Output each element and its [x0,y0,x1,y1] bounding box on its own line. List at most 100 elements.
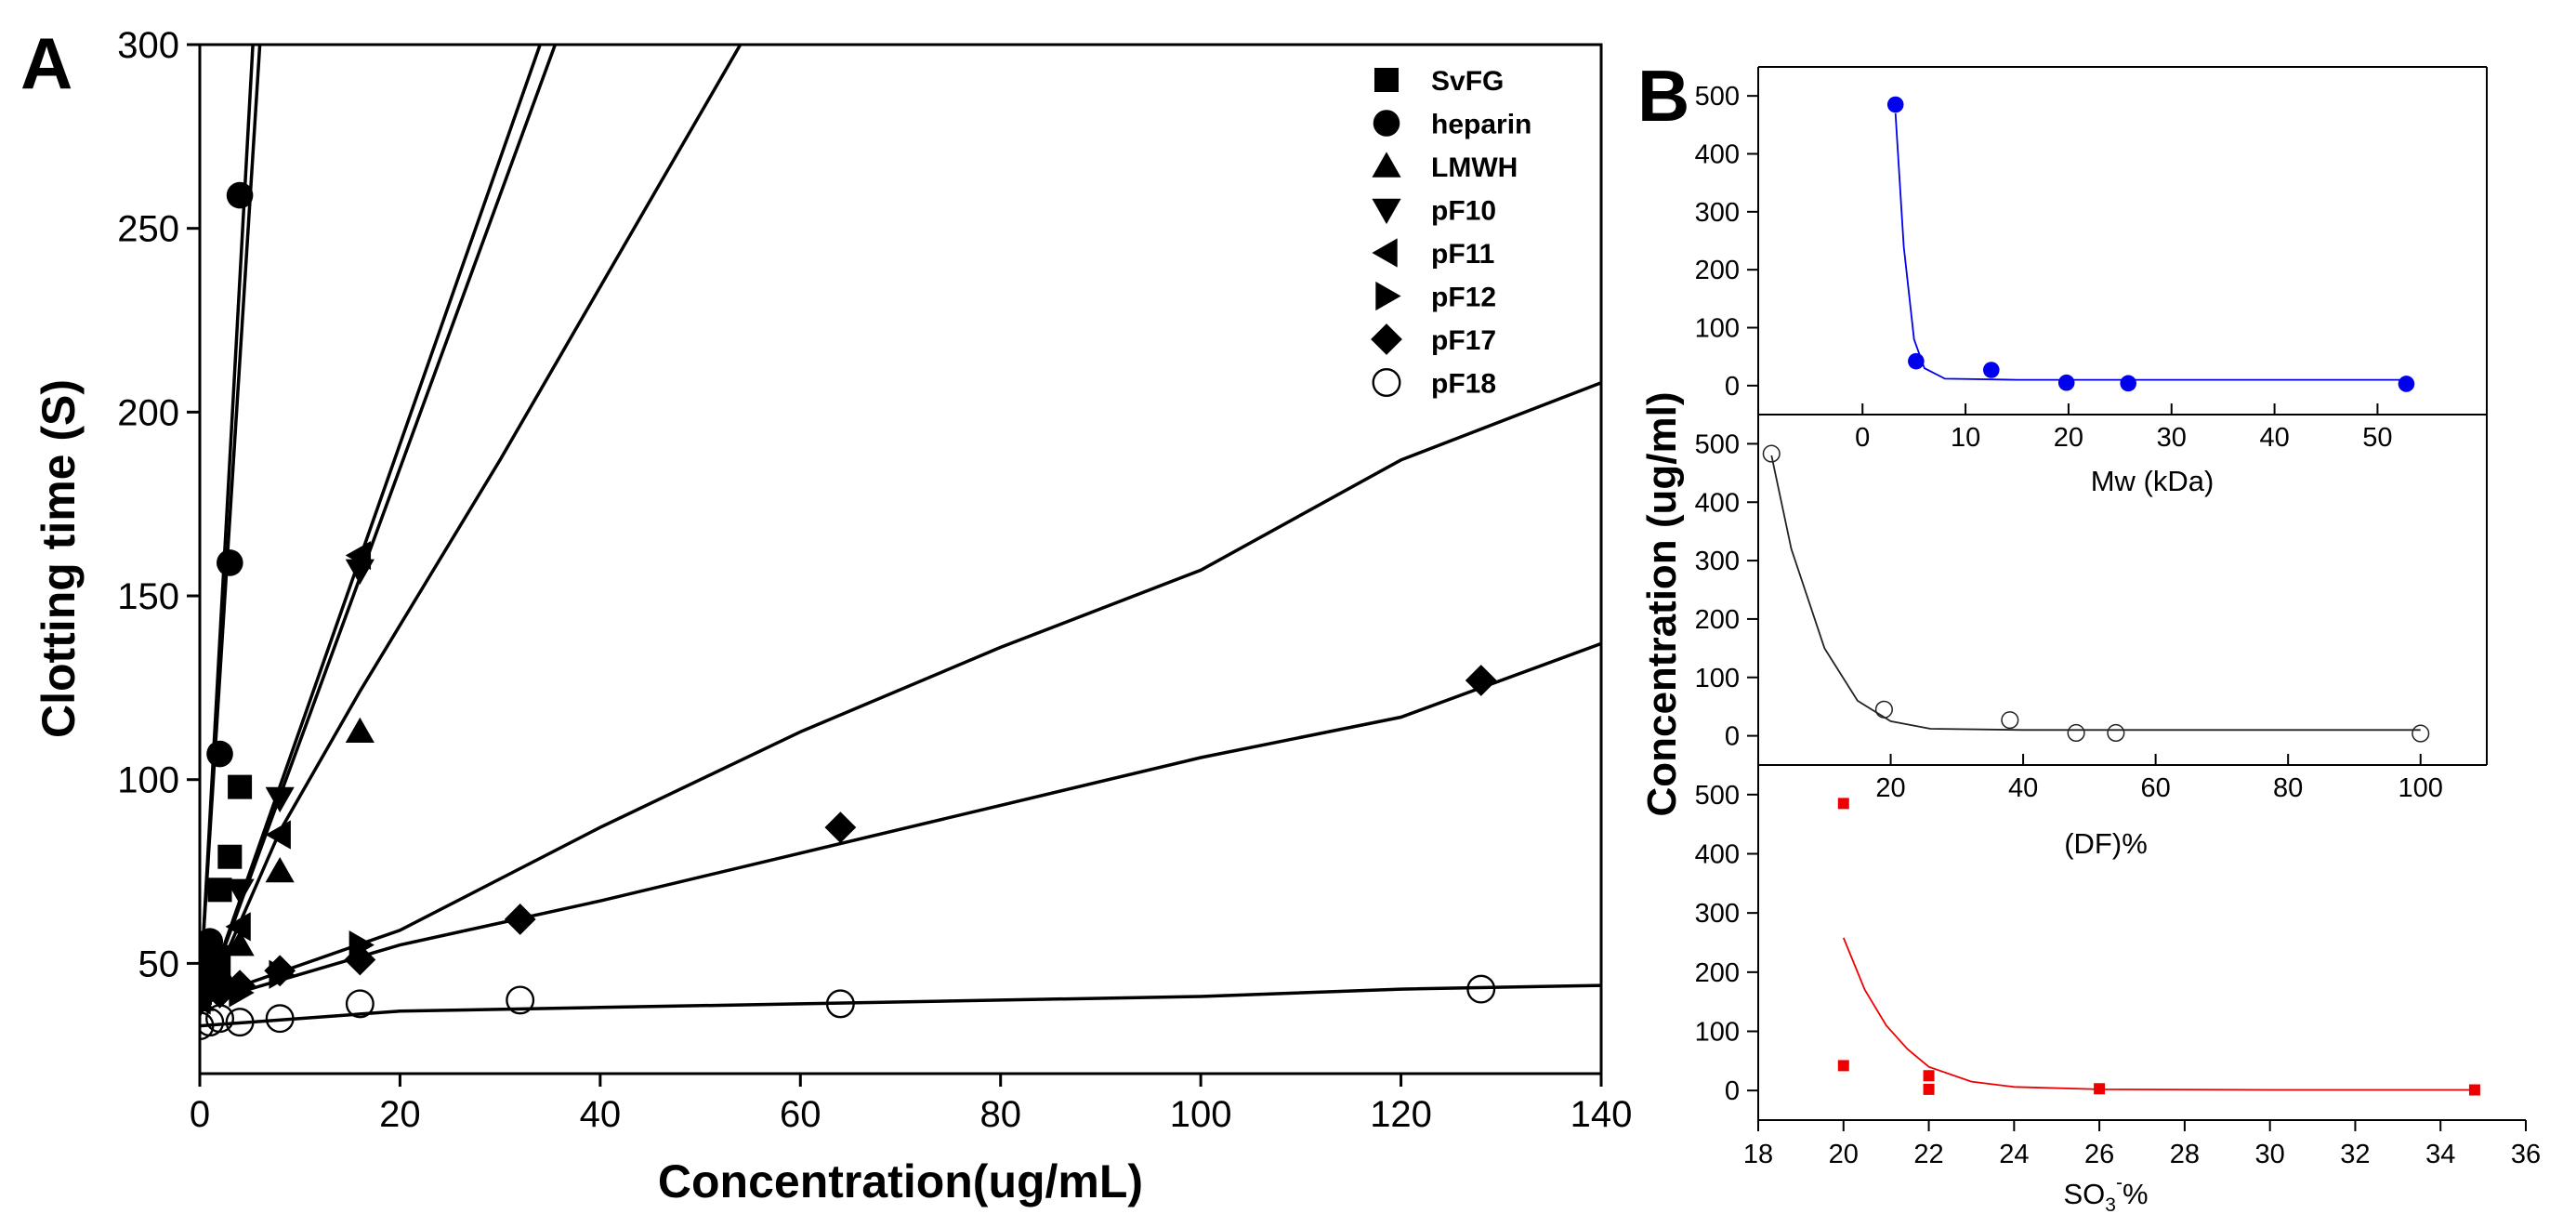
point-lmwh-2 [225,930,255,957]
y-tick-label: 300 [1695,198,1740,228]
legend-label-svfg: SvFG [1431,66,1504,97]
so3-label-tail: % [2123,1178,2149,1210]
fit-line-b1 [1894,112,2409,381]
legend-label-pf12: pF12 [1431,283,1496,313]
legend-label-pf10: pF10 [1431,196,1496,227]
x-tick-label: 34 [2425,1140,2455,1169]
point-b1-0 [1886,96,1904,113]
x-tick-label: 20 [1875,773,1905,803]
legend-marker-heparin [1373,110,1400,137]
point-pf18-0 [200,1011,215,1041]
point-pf18-8 [1466,974,1496,1004]
fit-line-pf11 [200,45,542,1016]
subplot-df-y-ticks: 0 100 200 300 400 500 [1695,429,1758,752]
point-heparin-4 [226,181,254,209]
legend-marker-svfg [1374,68,1399,92]
point-pf10-3 [265,786,295,813]
subplot-mw-points [1886,96,2415,392]
point-pf17-3 [264,955,296,987]
y-tick-label: 400 [1695,488,1740,518]
point-pf17-4 [344,943,376,976]
x-tick-label: 36 [2511,1140,2541,1169]
panel-a-chart: A 0 20 40 60 80 100 120 140 50 100 150 200 250 300 S… [20,22,1632,1207]
point-svfg-4 [217,844,243,869]
x-tick-label: 40 [2259,423,2289,453]
y-tick-label: 0 [1725,722,1740,752]
x-tick-label: 32 [2340,1140,2370,1169]
y-tick-label: 100 [117,760,179,801]
fit-line-pf12 [200,381,1601,1002]
panel-a-y-axis-label: Clotting time (S) [33,379,85,738]
x-tick-label: 140 [1571,1094,1633,1135]
point-pf11-2 [225,912,251,942]
point-b2-3 [2067,723,2085,742]
subplot-mw: 0 10 20 30 40 50 0 100 200 300 400 500 Mw (kDa) [1695,66,2488,497]
subplot-mw-x-label: Mw (kDa) [2091,465,2215,497]
x-tick-label: 22 [1913,1140,1943,1169]
point-b1-5 [2398,376,2415,392]
y-tick-label: 300 [1695,899,1740,929]
point-b1-3 [2057,374,2075,391]
x-tick-label: 50 [2362,423,2392,453]
point-b2-2 [2001,711,2019,730]
subplot-so3-fit-line [1842,937,2475,1091]
x-tick-label: 26 [2084,1140,2114,1169]
point-pf11-4 [345,540,372,571]
y-tick-label: 50 [138,943,180,984]
point-heparin-3 [217,549,243,576]
x-tick-label: 40 [2008,773,2038,803]
point-b3-5 [2468,1084,2480,1096]
fit-line-pf17 [200,641,1601,1006]
x-tick-label: 80 [979,1094,1021,1135]
x-tick-label: 30 [2255,1140,2285,1169]
x-tick-label: 40 [580,1094,622,1135]
point-b2-4 [2107,723,2125,742]
point-b1-4 [2120,375,2136,392]
panel-a-fit-lines [200,45,1601,1028]
y-tick-label: 200 [1695,256,1740,285]
legend-label-pf11: pF11 [1431,239,1494,270]
panel-a-y-ticks: 50 100 150 200 250 300 [117,25,200,984]
point-b3-1 [1837,1060,1849,1072]
point-pf17-6 [824,811,857,844]
panel-b-label: B [1637,55,1689,137]
fit-line-b2 [1770,455,2421,732]
y-tick-label: 400 [1695,840,1740,870]
subplot-so3-y-ticks: 0 100 200 300 400 500 [1695,781,1758,1106]
point-b2-1 [1874,700,1893,719]
panel-b-charts: B Concentration (ug/ml) 0 10 20 30 40 50 0100… [1637,55,2541,1216]
y-tick-label: 150 [117,576,179,617]
x-tick-label: 120 [1370,1094,1432,1135]
panel-a-frame [198,43,1603,1075]
legend-marker-pf10 [1372,198,1401,225]
point-pf17-7 [1465,665,1497,696]
subplot-mw-x-ticks: 0 10 20 30 40 50 [1855,403,2393,453]
point-pf17-2 [224,970,256,1002]
y-tick-label: 300 [117,25,179,66]
legend-label-pf17: pF17 [1431,325,1496,356]
point-b1-1 [1908,352,1925,370]
legend-marker-lmwh [1372,152,1401,178]
point-b3-0 [1837,798,1849,810]
point-b3-4 [2094,1083,2106,1095]
point-pf18-7 [825,989,855,1019]
panel-a-x-axis-label: Concentration(ug/mL) [658,1155,1143,1207]
x-tick-label: 0 [1855,423,1870,453]
legend-label-lmwh: LMWH [1431,152,1518,183]
point-pf10-2 [225,878,255,904]
point-pf11-3 [265,820,291,850]
x-tick-label: 24 [1999,1140,2029,1169]
point-pf18-4 [265,1004,295,1034]
panel-a-points [200,181,1497,1041]
y-tick-label: 200 [1695,958,1740,988]
legend-label-heparin: heparin [1431,110,1531,140]
so3-label-sub: 3 [2105,1194,2116,1216]
legend-label-pf18: pF18 [1431,369,1496,400]
panel-b-y-axis-label: Concentration (ug/ml) [1639,391,1685,816]
legend-marker-pf11 [1372,238,1398,268]
point-pf18-3 [225,1008,255,1037]
y-tick-label: 500 [1695,82,1740,112]
y-tick-label: 100 [1695,664,1740,693]
y-tick-label: 100 [1695,314,1740,344]
y-tick-label: 500 [1695,429,1740,459]
